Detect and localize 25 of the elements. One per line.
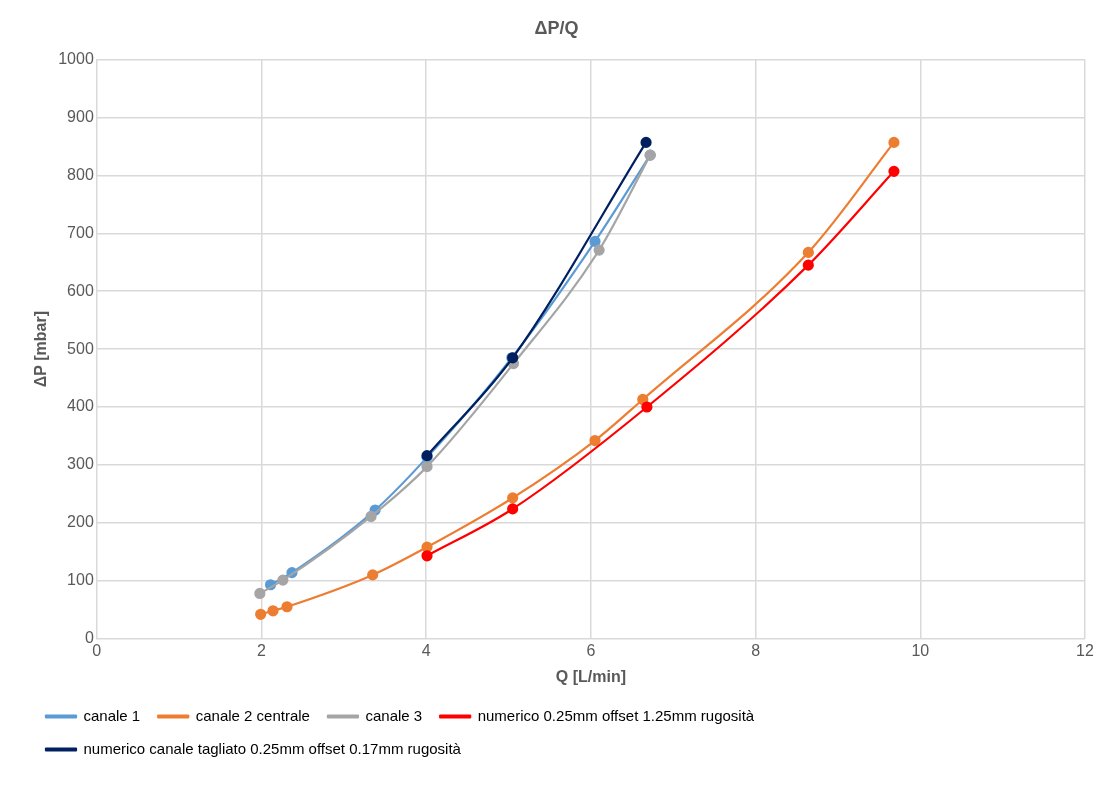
y-tick-label: 200 (67, 513, 94, 531)
y-tick-label: 0 (84, 629, 94, 647)
y-tick-label: 900 (67, 107, 94, 125)
x-tick-label: 8 (751, 641, 761, 659)
y-tick-label: 600 (67, 281, 94, 299)
chart-title: ΔP/Q (534, 17, 579, 38)
x-tick-label: 2 (257, 641, 267, 659)
y-tick-label: 100 (67, 571, 94, 589)
x-tick-label: 4 (421, 641, 431, 659)
legend-label: canale 1 (83, 706, 141, 724)
x-axis-title: Q [L/min] (555, 667, 627, 685)
y-tick-label: 500 (67, 339, 94, 357)
legend-label: canale 3 (365, 706, 423, 724)
legend-label: numerico 0.25mm offset 1.25mm rugosità (477, 706, 755, 724)
legend-label: canale 2 centrale (195, 706, 310, 724)
y-axis-title: ΔP [mbar] (32, 311, 50, 388)
y-tick-label: 800 (67, 165, 94, 183)
y-tick-label: 300 (67, 455, 94, 473)
y-tick-label: 400 (67, 397, 94, 415)
legend-label: numerico canale tagliato 0.25mm offset 0.17mm rugosità (83, 739, 462, 757)
y-tick-label: 700 (67, 223, 94, 241)
x-tick-label: 10 (911, 641, 930, 659)
x-tick-label: 12 (1076, 641, 1094, 659)
y-tick-label: 1000 (58, 50, 94, 68)
x-tick-label: 6 (586, 641, 596, 659)
